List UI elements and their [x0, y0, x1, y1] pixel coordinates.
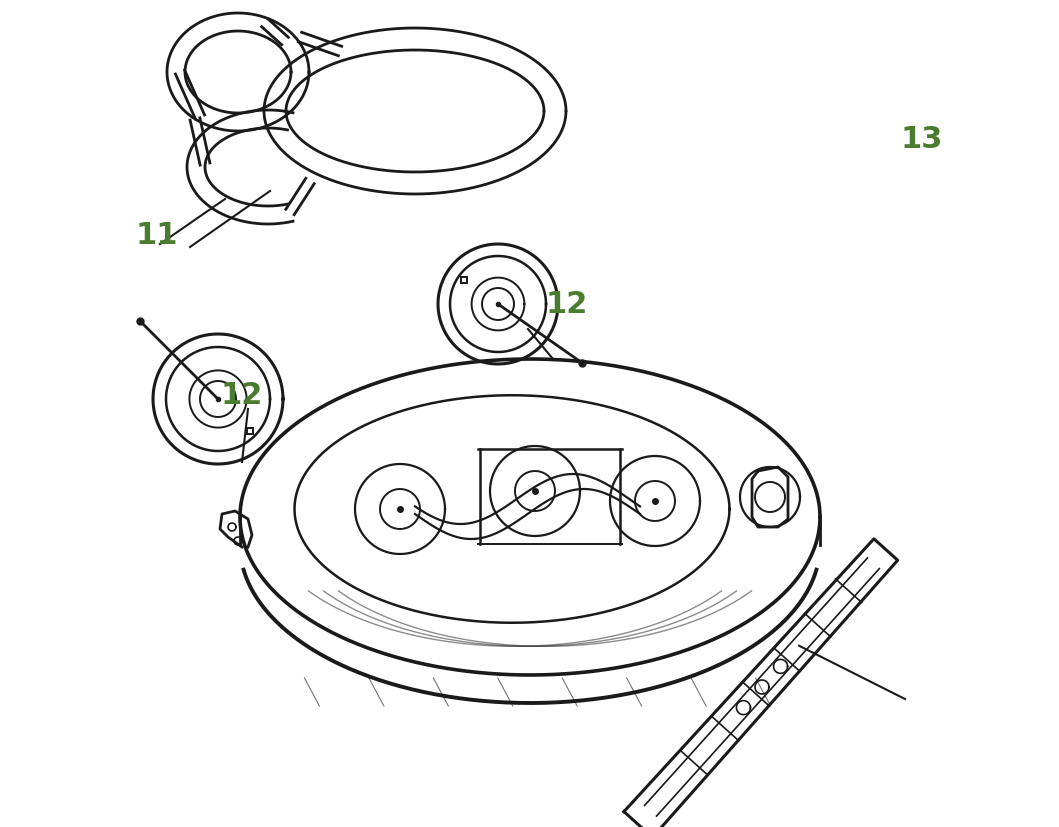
Text: 11: 11 [136, 221, 178, 251]
Text: 13: 13 [900, 124, 943, 154]
Text: 12: 12 [220, 380, 263, 410]
Bar [247, 428, 253, 435]
Bar [461, 278, 467, 284]
Text: 12: 12 [545, 289, 588, 319]
